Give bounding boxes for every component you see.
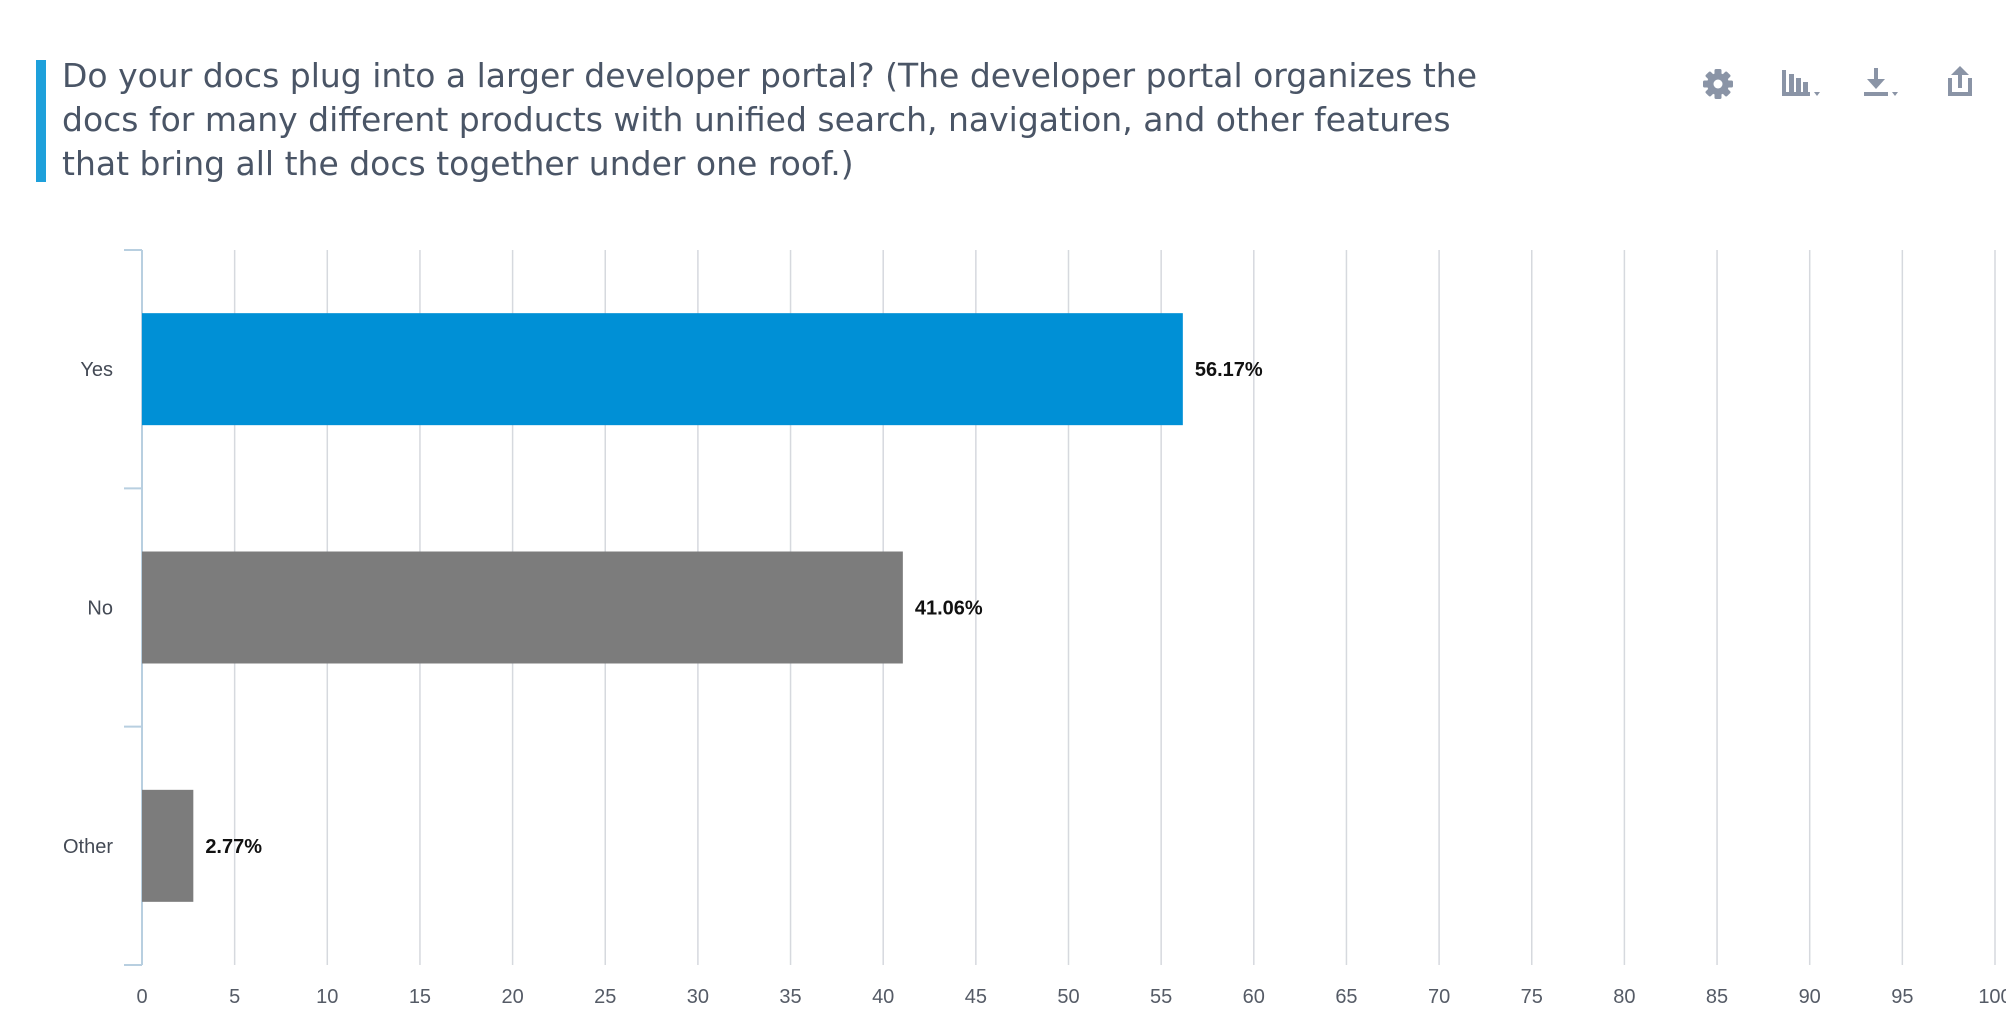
x-tick-label: 70 (1428, 986, 1450, 1008)
x-tick-label: 40 (872, 986, 894, 1008)
x-axis-ticks: 0 5 10 15 20 25 30 35 40 45 50 55 60 65 70 75 80 85 90 95 10… (136, 986, 2006, 1008)
bars (142, 313, 1183, 902)
data-label: 56.17% (1195, 359, 1263, 381)
x-tick-label: 85 (1706, 986, 1728, 1008)
x-tick-label: 15 (409, 986, 431, 1008)
x-tick-label: 100 (1978, 986, 2006, 1008)
chart-title-block: Do your docs plug into a larger develope… (36, 56, 1496, 183)
x-tick-label: 0 (136, 986, 147, 1008)
x-tick-label: 10 (316, 986, 338, 1008)
gear-icon (1690, 62, 1750, 106)
x-tick-label: 95 (1891, 986, 1913, 1008)
x-tick-label: 60 (1243, 986, 1265, 1008)
bar-no[interactable] (142, 551, 903, 664)
data-label: 41.06% (915, 598, 983, 620)
x-tick-label: 20 (501, 986, 523, 1008)
category-label: Yes (80, 359, 113, 381)
title-accent-bar (36, 60, 46, 182)
share-button[interactable] (1938, 62, 1998, 106)
x-tick-label: 50 (1057, 986, 1079, 1008)
x-tick-label: 55 (1150, 986, 1172, 1008)
bar-other[interactable] (142, 789, 194, 902)
category-label: Other (63, 836, 113, 858)
x-tick-label: 35 (779, 986, 801, 1008)
category-labels: Yes No Other (63, 359, 113, 858)
category-label: No (87, 598, 113, 620)
data-labels: 56.17% 41.06% 2.77% (205, 359, 1263, 858)
x-tick-label: 75 (1521, 986, 1543, 1008)
share-icon (1938, 62, 1998, 106)
data-label: 2.77% (205, 836, 262, 858)
bar-chart-dropdown-icon (1770, 62, 1830, 106)
x-tick-label: 80 (1613, 986, 1635, 1008)
x-tick-label: 30 (687, 986, 709, 1008)
download-dropdown-icon (1854, 62, 1914, 106)
x-tick-label: 25 (594, 986, 616, 1008)
chart-title: Do your docs plug into a larger develope… (62, 56, 1478, 183)
bar-yes[interactable] (142, 313, 1183, 426)
y-axis (124, 249, 143, 966)
chart-type-button[interactable] (1770, 62, 1830, 106)
download-button[interactable] (1854, 62, 1914, 106)
x-tick-label: 45 (965, 986, 987, 1008)
x-tick-label: 5 (229, 986, 240, 1008)
settings-button[interactable] (1690, 62, 1750, 106)
chart-toolbar (1690, 62, 1990, 106)
x-tick-label: 65 (1335, 986, 1357, 1008)
x-tick-label: 90 (1799, 986, 1821, 1008)
